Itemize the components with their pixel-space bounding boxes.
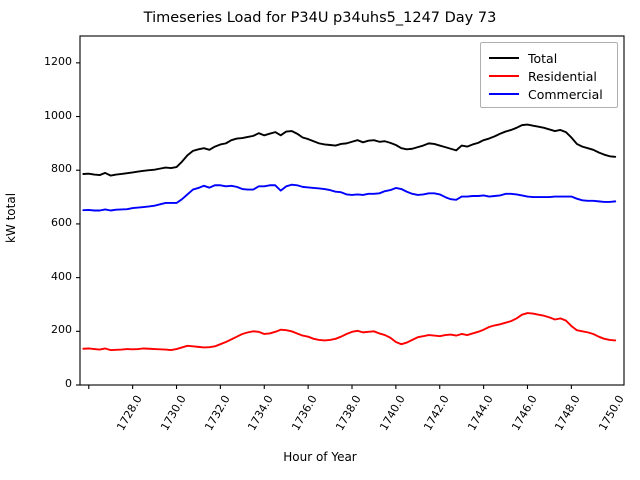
y-tick-label: 600 <box>51 215 72 229</box>
legend-item-commercial: Commercial <box>489 85 609 103</box>
x-axis-label: Hour of Year <box>283 450 357 464</box>
legend-item-residential: Residential <box>489 67 609 85</box>
y-tick-label: 1000 <box>44 108 72 122</box>
y-tick-label: 800 <box>51 162 72 176</box>
legend-item-total: Total <box>489 49 609 67</box>
chart-legend: Total Residential Commercial <box>480 42 618 108</box>
y-tick-label: 0 <box>65 377 72 390</box>
page-title: Timeseries Load for P34U p34uhs5_1247 Da… <box>143 10 497 26</box>
legend-color-swatch-commercial <box>489 93 519 95</box>
y-tick-label: 400 <box>51 269 72 283</box>
legend-label-total: Total <box>528 50 558 66</box>
y-tick-label: 1200 <box>44 54 72 68</box>
legend-label-commercial: Commercial <box>528 86 603 102</box>
legend-label-residential: Residential <box>528 68 597 84</box>
legend-color-swatch-total <box>489 57 519 59</box>
legend-color-swatch-residential <box>489 75 519 77</box>
y-tick-label: 200 <box>51 323 72 337</box>
